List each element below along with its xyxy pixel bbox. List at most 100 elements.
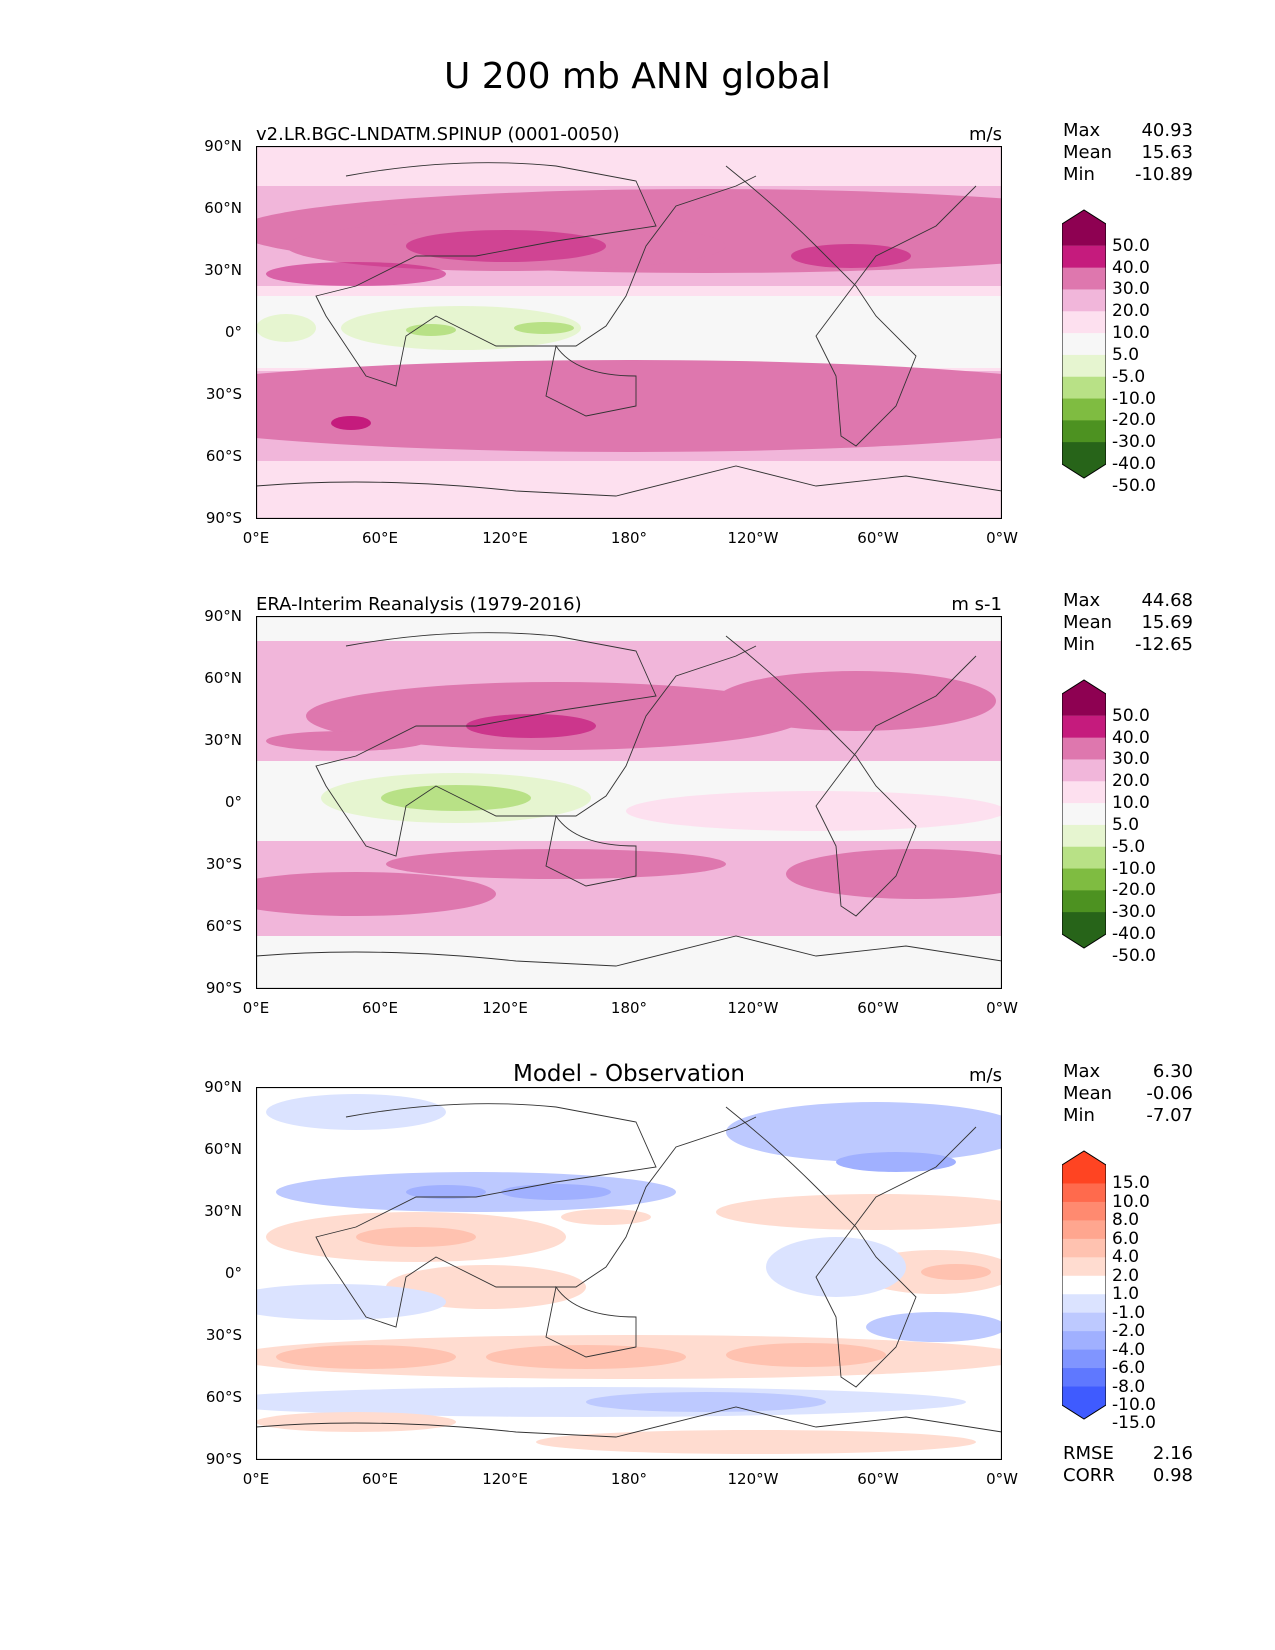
colorbar-bin — [1062, 1294, 1106, 1314]
stats-block: Max 40.93 Mean 15.63 Min -10.89 — [1063, 120, 1193, 186]
y-tick-label: 30°S — [205, 1326, 242, 1344]
x-tick-label: 0°E — [242, 999, 270, 1017]
panel-units: m/s — [969, 124, 1002, 145]
x-tick-label: 60°W — [857, 1470, 899, 1488]
x-tick-label: 180° — [610, 999, 648, 1017]
colorbar-tick-label: 8.0 — [1112, 1210, 1140, 1231]
colorbar-bin — [1062, 890, 1106, 913]
colorbar-bin — [1062, 354, 1106, 378]
colorbar-tick-label: 5.0 — [1112, 344, 1140, 365]
stat-max: 6.30 — [1152, 1061, 1193, 1082]
stat-max: 44.68 — [1141, 590, 1193, 611]
x-tick-label: 0°E — [242, 1470, 270, 1488]
colorbar-tick-label: 4.0 — [1112, 1247, 1140, 1268]
colorbar-outline — [1062, 209, 1106, 479]
colorbar-bin — [1062, 1312, 1106, 1332]
colorbar-bin — [1062, 1386, 1106, 1419]
colorbar-tick-label: -1.0 — [1112, 1302, 1146, 1323]
colorbar-bin — [1062, 289, 1106, 312]
colorbar-tick-label: -8.0 — [1112, 1376, 1146, 1397]
colorbar-bin — [1062, 759, 1106, 782]
panel-units: m s-1 — [951, 594, 1002, 615]
colorbar-bin — [1062, 398, 1106, 421]
colorbar-bin — [1062, 1238, 1106, 1258]
y-tick-label: 0° — [224, 793, 242, 811]
colorbar-tick-label: -40.0 — [1112, 924, 1156, 944]
y-tick-label: 30°S — [205, 385, 242, 403]
colorbar-tick-label: 6.0 — [1112, 1228, 1140, 1249]
x-tick-label: 180° — [610, 1470, 648, 1488]
x-tick-label: 120°W — [727, 999, 779, 1017]
colorbar-bin — [1062, 420, 1106, 443]
y-tick-label: 60°S — [205, 447, 242, 465]
colorbar-tick-label: -15.0 — [1112, 1413, 1156, 1434]
y-tick-label: 60°S — [205, 1388, 242, 1406]
colorbar-outline — [1062, 679, 1106, 949]
colorbar-tick-label: -40.0 — [1112, 454, 1156, 474]
y-tick-label: 0° — [224, 323, 242, 341]
x-tick-label: 120°E — [482, 529, 528, 547]
colorbar-bin — [1062, 1349, 1106, 1369]
x-tick-label: 0°E — [242, 529, 270, 547]
colorbar-tick-label: -10.0 — [1112, 858, 1156, 879]
colorbar-tick-label: -10.0 — [1112, 388, 1156, 409]
y-tick-label: 90°N — [204, 137, 242, 155]
colorbar-tick-label: -50.0 — [1112, 945, 1156, 966]
stat-label: Mean — [1063, 142, 1113, 163]
panel-title: Model - Observation — [512, 1061, 746, 1087]
colorbar — [1062, 1150, 1106, 1420]
colorbar-tick-label: -20.0 — [1112, 410, 1156, 431]
colorbar-tick-label: -6.0 — [1112, 1358, 1146, 1379]
colorbar-bin — [1062, 824, 1106, 848]
y-tick-label: 90°N — [204, 607, 242, 625]
stat-label: Mean — [1063, 1083, 1113, 1104]
panel-model: v2.LR.BGC-LNDATM.SPINUP (0001-0050) m/s … — [0, 120, 1275, 584]
colorbar — [1062, 679, 1106, 949]
stat-label: Min — [1063, 164, 1095, 185]
colorbar-bin — [1062, 376, 1106, 400]
colorbar-tick-label: 20.0 — [1112, 771, 1150, 792]
colorbar-tick-label: -30.0 — [1112, 902, 1156, 923]
x-tick-label: 120°W — [727, 529, 779, 547]
colorbar-tick-label: 5.0 — [1112, 814, 1140, 835]
colorbar-tick-label: 30.0 — [1112, 279, 1150, 300]
y-tick-label: 60°N — [204, 199, 242, 217]
panel-title: v2.LR.BGC-LNDATM.SPINUP (0001-0050) — [256, 124, 620, 145]
y-tick-label: 90°S — [205, 979, 242, 997]
colorbar — [1062, 209, 1106, 479]
colorbar-bin — [1062, 1331, 1106, 1351]
colorbar-bin — [1062, 442, 1106, 478]
stat-min: -10.89 — [1134, 164, 1193, 185]
x-tick-label: 0°W — [986, 529, 1018, 547]
corr-label: CORR — [1063, 1465, 1115, 1486]
y-tick-label: 90°S — [205, 1450, 242, 1468]
panel-title: ERA-Interim Reanalysis (1979-2016) — [256, 594, 582, 615]
colorbar-bin — [1062, 210, 1106, 246]
colorbar-tick-label: 15.0 — [1112, 1173, 1150, 1194]
x-tick-label: 60°W — [857, 999, 899, 1017]
stat-label: Min — [1063, 634, 1095, 655]
colorbar-bin — [1062, 245, 1106, 269]
map-difference — [256, 1087, 1002, 1460]
panel-units: m/s — [969, 1065, 1002, 1086]
colorbar-bin — [1062, 912, 1106, 948]
stat-label: Mean — [1063, 612, 1113, 633]
stat-mean: 15.63 — [1141, 142, 1193, 163]
colorbar-tick-label: 30.0 — [1112, 749, 1150, 770]
colorbar-tick-label: -4.0 — [1112, 1339, 1146, 1360]
error-stats: RMSE 2.16 CORR 0.98 — [1063, 1443, 1193, 1487]
colorbar-bin — [1062, 267, 1106, 290]
colorbar-bin — [1062, 803, 1106, 826]
figure-title: U 200 mb ANN global — [443, 56, 832, 97]
colorbar-bin — [1062, 1368, 1106, 1388]
stats-block: Max 6.30 Mean -0.06 Min -7.07 — [1063, 1061, 1193, 1127]
colorbar-tick-label: 40.0 — [1112, 727, 1150, 748]
stat-label: Max — [1063, 120, 1101, 141]
colorbar-tick-label: -5.0 — [1112, 366, 1146, 387]
stat-label: Max — [1063, 1061, 1101, 1082]
colorbar-tick-label: -50.0 — [1112, 475, 1156, 496]
y-tick-label: 90°N — [204, 1078, 242, 1096]
colorbar-tick-label: 2.0 — [1112, 1265, 1140, 1286]
y-tick-label: 60°N — [204, 1140, 242, 1158]
rmse-label: RMSE — [1063, 1443, 1114, 1464]
